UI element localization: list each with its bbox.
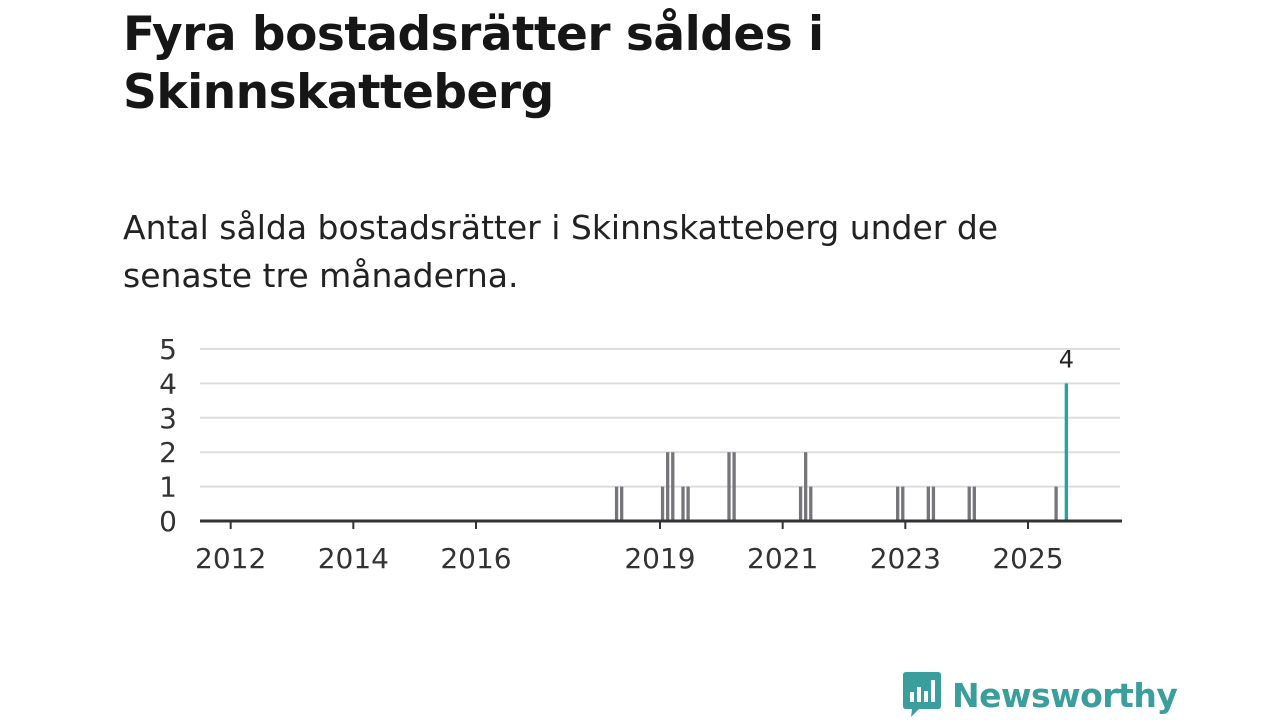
bar [896, 486, 900, 521]
y-tick-label: 4 [159, 367, 177, 400]
bar [1054, 486, 1058, 521]
bar [671, 452, 675, 521]
bar [926, 486, 930, 521]
y-tick-label: 1 [159, 471, 177, 504]
y-tick-label: 0 [159, 505, 177, 538]
newsworthy-logo: Newsworthy [902, 670, 1178, 720]
bar [972, 486, 976, 521]
bar [681, 486, 685, 521]
bar [931, 486, 936, 521]
y-tick-label: 3 [159, 402, 177, 435]
chart-subtitle: Antal sålda bostadsrätter i Skinnskatteb… [123, 208, 999, 295]
newsworthy-chat-bars-icon [903, 672, 941, 717]
x-tick-label: 2025 [992, 542, 1063, 575]
x-tick-label: 2021 [747, 542, 818, 575]
data-label: 4 [1059, 345, 1074, 373]
bar [804, 452, 808, 521]
x-tick-label: 2014 [318, 542, 389, 575]
y-tick-label: 5 [159, 333, 177, 366]
bar [614, 486, 619, 521]
bar [660, 486, 665, 521]
chart-title: Fyra bostadsrätter såldes i Skinnskatteb… [123, 7, 824, 120]
bar [798, 486, 803, 521]
bars [614, 383, 1068, 521]
x-tick-label: 2019 [624, 542, 695, 575]
data-labels: 4 [1059, 345, 1074, 373]
x-axis-ticks: 2012 2014 2016 2019 2021 2023 2025 [195, 521, 1064, 575]
y-tick-label: 2 [159, 436, 177, 469]
x-tick-label: 2016 [440, 542, 511, 575]
x-tick-label: 2012 [195, 542, 266, 575]
bar [901, 486, 905, 521]
bar [666, 452, 670, 521]
x-tick-label: 2023 [870, 542, 941, 575]
bar [809, 486, 813, 521]
bar [732, 452, 736, 521]
bar [686, 486, 690, 521]
logo-text: Newsworthy [952, 675, 1178, 715]
bar [727, 452, 731, 521]
highlighted-bar [1064, 383, 1068, 521]
gridlines [200, 348, 1120, 488]
bar [967, 486, 971, 521]
bar [620, 486, 624, 521]
